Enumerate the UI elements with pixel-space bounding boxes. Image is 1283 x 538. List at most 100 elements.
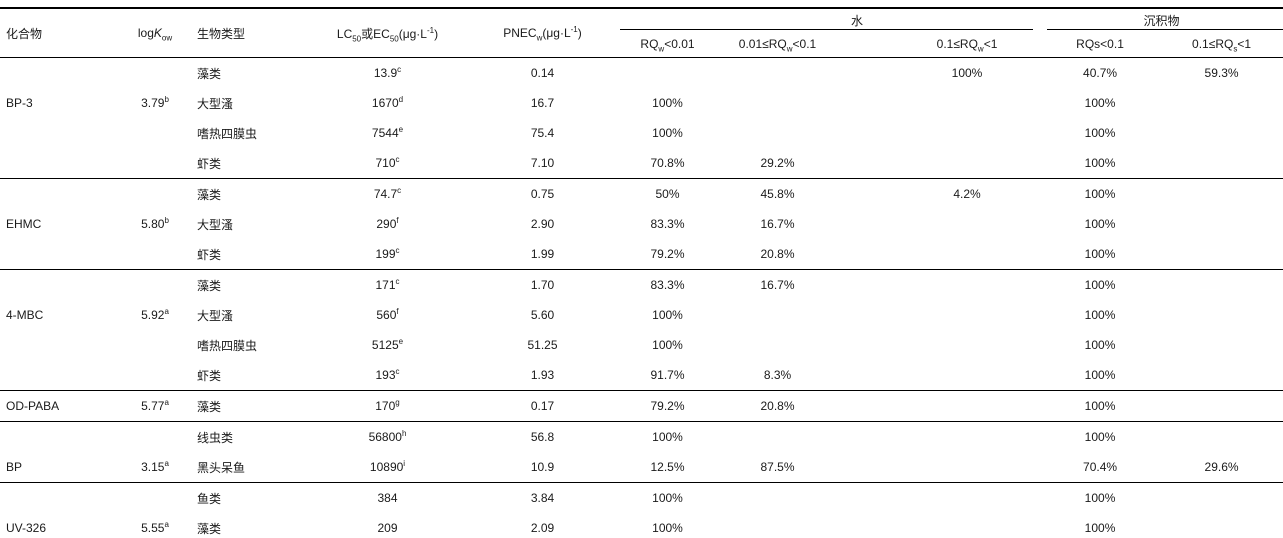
bio-type-cell: 大型溞 — [197, 308, 234, 323]
table-row: BP-3 3.79b 大型溞 1670d 16.7 100% 100% — [0, 88, 1283, 118]
rqs-lt-0-1-cell: 70.4% — [1083, 460, 1118, 474]
bio-type-cell: 大型溞 — [197, 96, 234, 111]
rqw-lt-0-01-cell: 91.7% — [650, 368, 685, 382]
rqs-lt-0-1-cell: 40.7% — [1083, 66, 1118, 80]
rqw-0-01-0-1-cell: 87.5% — [760, 460, 795, 474]
rqs-0-1-1-cell: 59.3% — [1204, 66, 1239, 80]
rqs-lt-0-1-cell: 100% — [1040, 269, 1161, 300]
col-header-rqs-0-1-to-1: 0.1≤RQs<1 — [1160, 31, 1283, 58]
rqs-0-1-1-cell: 29.6% — [1204, 460, 1239, 474]
rqw-0-01-0-1-cell — [725, 118, 830, 148]
table-row: OD-PABA 5.77a 藻类 170g 0.17 79.2% 20.8% 100% — [0, 390, 1283, 422]
bio-type-cell: 藻类 — [197, 66, 222, 81]
rqw-0-1-1-cell — [830, 88, 1040, 118]
bio-type-cell: 藻类 — [183, 178, 300, 209]
lc50-cell: 13.9c — [373, 65, 402, 81]
logkow-cell — [127, 178, 183, 209]
table-row: 虾类 199c 1.99 79.2% 20.8% 100% — [0, 239, 1283, 270]
bio-type-cell: 嗜热四膜虫 — [197, 126, 258, 141]
bio-type-cell: 藻类 — [183, 390, 300, 422]
rqw-lt-0-01-cell: 70.8% — [650, 156, 685, 170]
table-row: 藻类 171c 1.70 83.3% 16.7% 100% — [0, 269, 1283, 300]
sediment-group-label: 沉积物 — [1143, 13, 1180, 28]
lc50-cell: 199c — [375, 246, 400, 262]
col-header-lc50-ec50: LC50或EC50(μg·L-1) — [300, 8, 475, 58]
bio-type-cell: 虾类 — [197, 368, 222, 383]
logkow-cell: 5.92a — [141, 307, 169, 323]
logkow-cell — [127, 118, 183, 148]
rqw-0-1-1-cell: 4.2% — [830, 178, 1041, 209]
pnec-cell: 5.60 — [530, 308, 555, 322]
col-group-water: 水 — [610, 8, 1040, 31]
rqs-lt-0-1-cell: 100% — [1040, 482, 1161, 513]
pnec-cell: 75.4 — [530, 126, 555, 140]
table-row: 藻类 13.9c 0.14 100% 40.7% 59.3% — [0, 58, 1283, 89]
rqw-0-01-0-1-cell — [725, 513, 830, 538]
lc50-cell: 290f — [376, 216, 399, 232]
compound-cell — [0, 239, 127, 270]
rqw-0-01-0-1-cell: 16.7% — [760, 217, 795, 231]
rqw-0-01-0-1-cell: 8.3% — [763, 368, 792, 382]
rqs-lt-0-1-cell: 100% — [1040, 421, 1161, 452]
pnec-cell: 3.84 — [475, 482, 610, 513]
col-header-rqw-0-01-to-0-1: 0.01≤RQw<0.1 — [725, 31, 830, 58]
compound-cell: 4-MBC — [6, 308, 44, 322]
rqw-0-1-1-cell — [830, 148, 1040, 179]
col-header-rqs-lt-0-1: RQs<0.1 — [1040, 31, 1161, 58]
compound-cell — [0, 330, 127, 360]
pnec-cell: 7.10 — [530, 156, 555, 170]
rqw-lt-0-01-cell: 83.3% — [650, 217, 685, 231]
col-header-pnec: PNECw(μg·L-1) — [475, 8, 610, 58]
rqs-0-1-1-cell — [1160, 390, 1283, 422]
rqs-lt-0-1-cell: 100% — [1084, 368, 1116, 382]
rqw-0-1-1-cell — [830, 452, 1040, 483]
table-row: 鱼类 384 3.84 100% 100% — [0, 482, 1283, 513]
logkow-cell — [127, 269, 183, 300]
rqw-lt-0-01-cell: 79.2% — [650, 247, 685, 261]
pnec-cell: 2.90 — [530, 217, 555, 231]
lc50-cell: 170g — [300, 390, 475, 422]
logkow-cell — [127, 239, 183, 270]
pnec-cell: 10.9 — [530, 460, 555, 474]
table-header: 化合物 logKow 生物类型 LC50或EC50(μg·L-1) PNECw(… — [0, 8, 1283, 58]
rqw-0-01-0-1-cell — [725, 300, 830, 330]
logkow-cell: 5.80b — [141, 216, 169, 232]
rqw-0-1-1-cell — [830, 209, 1040, 239]
rqw-lt-0-01-cell: 12.5% — [650, 460, 685, 474]
pnec-cell: 56.8 — [475, 421, 610, 452]
compound-cell — [0, 421, 127, 452]
compound-cell — [0, 269, 127, 300]
rqw-lt-0-01-cell: 100% — [610, 421, 725, 452]
table-body: 藻类 13.9c 0.14 100% 40.7% 59.3% BP-3 3.79b 大型溞 167… — [0, 58, 1283, 538]
rqs-lt-0-1-cell: 100% — [1084, 521, 1116, 535]
compound-cell — [0, 360, 127, 391]
rqw-0-01-0-1-cell: 29.2% — [760, 156, 795, 170]
rqw-lt-0-01-cell: 100% — [652, 126, 683, 140]
compound-cell: BP — [6, 460, 23, 474]
rqw-0-1-1-cell — [830, 300, 1040, 330]
lc50-cell: 171c — [300, 269, 475, 300]
lc50-cell: 7544e — [371, 125, 404, 141]
compound-cell — [0, 148, 127, 179]
compound-cell: UV-326 — [6, 521, 47, 535]
lc50-cell: 10890i — [369, 459, 406, 475]
logkow-cell — [127, 421, 183, 452]
rqw-lt-0-01-cell: 100% — [652, 308, 683, 322]
compound-cell — [0, 118, 127, 148]
rqw-lt-0-01-cell: 100% — [652, 521, 683, 535]
lc50-cell: 193c — [375, 367, 400, 383]
rqs-lt-0-1-cell: 100% — [1084, 217, 1116, 231]
bio-type-cell: 虾类 — [197, 156, 222, 171]
rqs-0-1-1-cell — [1160, 269, 1283, 300]
table-row: 线虫类 56800h 56.8 100% 100% — [0, 421, 1283, 452]
rqs-lt-0-1-cell: 100% — [1040, 178, 1161, 209]
bio-type-cell: 藻类 — [197, 521, 222, 536]
compound-cell — [0, 178, 127, 209]
rqs-lt-0-1-cell: 100% — [1040, 390, 1161, 422]
compound-cell: OD-PABA — [0, 390, 127, 422]
rqs-0-1-1-cell — [1160, 421, 1283, 452]
pnec-cell: 1.99 — [530, 247, 555, 261]
rqs-lt-0-1-cell: 100% — [1084, 338, 1116, 352]
rqw-0-01-0-1-cell: 20.8% — [725, 390, 830, 422]
